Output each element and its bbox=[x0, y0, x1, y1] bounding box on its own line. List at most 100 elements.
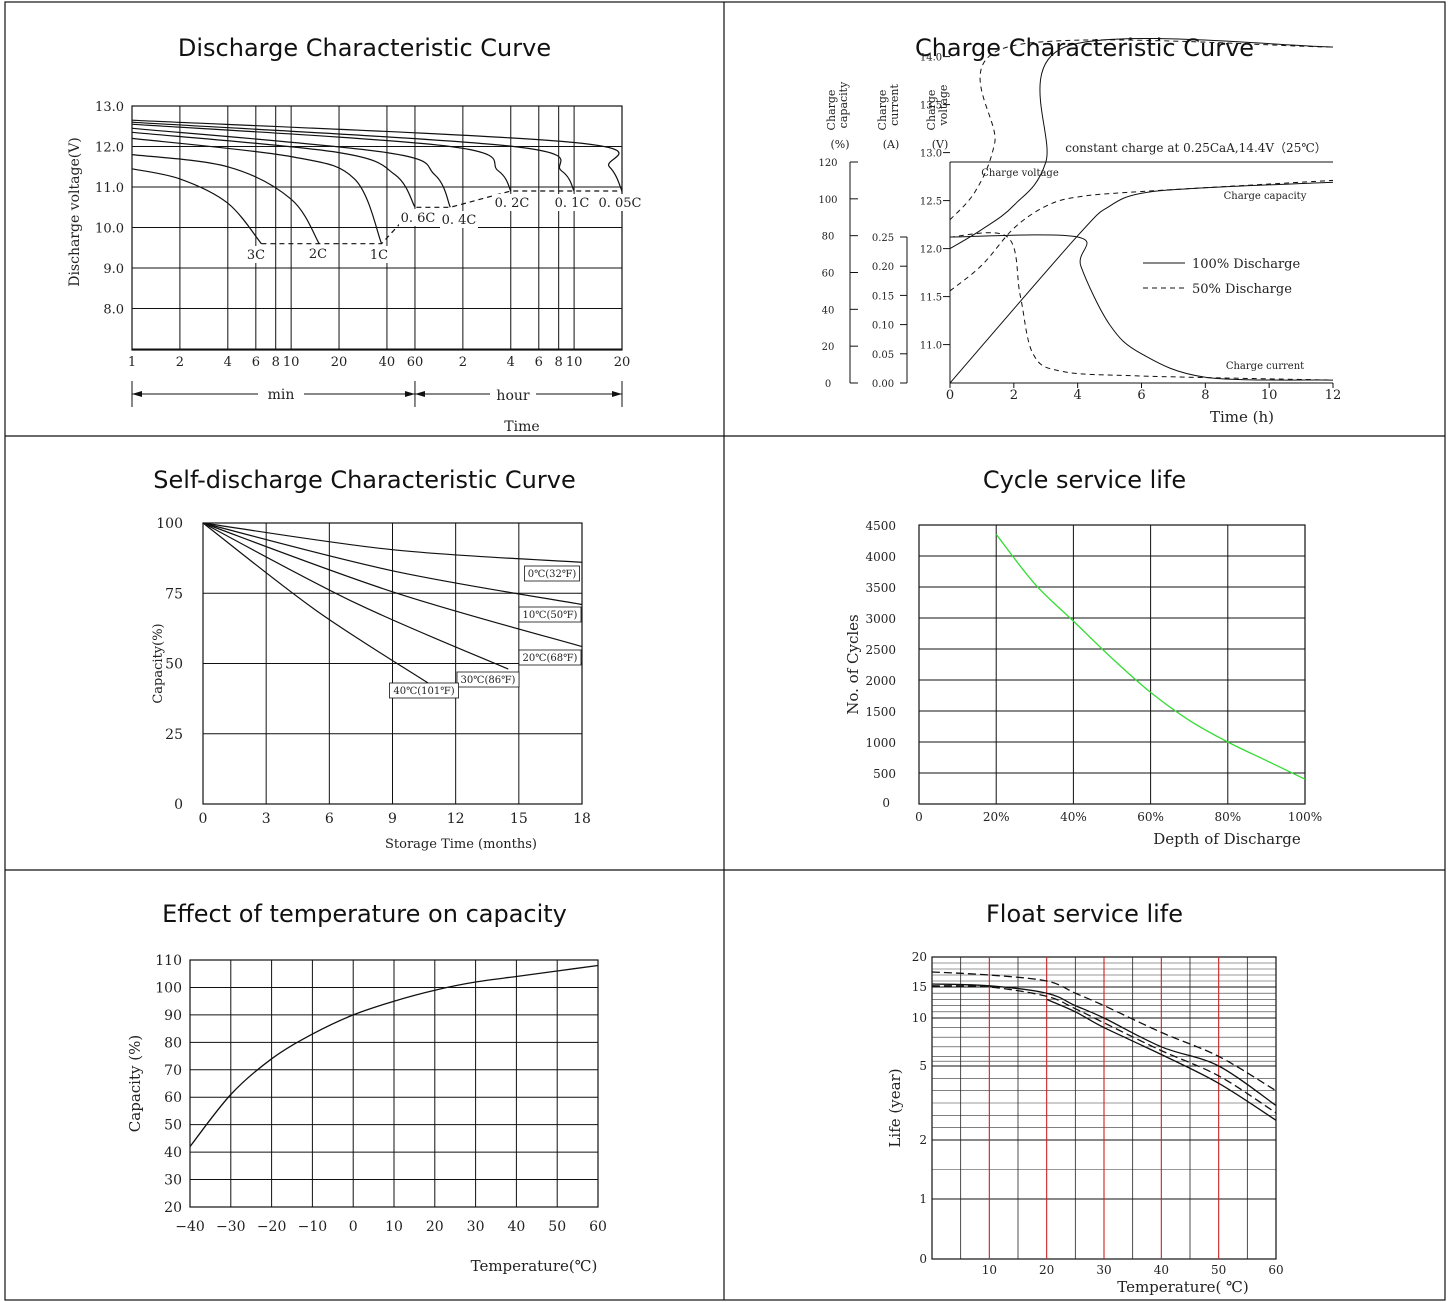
discharge-x-tick: 20 bbox=[614, 355, 631, 370]
discharge-curve-2C bbox=[131, 154, 320, 245]
self-x-tick: 3 bbox=[262, 811, 271, 827]
self-discharge-title: Self-discharge Characteristic Curve bbox=[153, 466, 576, 494]
discharge-y-tick: 11.0 bbox=[95, 181, 124, 196]
temp-y-tick: 30 bbox=[164, 1173, 182, 1189]
self-series-label: 0℃(32℉) bbox=[528, 569, 577, 580]
discharge-x-axis-label: Time bbox=[504, 419, 539, 435]
self-label-box bbox=[389, 682, 459, 699]
self-x-tick: 6 bbox=[325, 811, 334, 827]
discharge-series-label-0_05C: 0. 05C bbox=[598, 196, 641, 211]
temp-y-tick: 100 bbox=[155, 980, 182, 996]
voltage-tick: 13.0 bbox=[920, 149, 942, 160]
self-series-label: 10℃(50℉) bbox=[523, 610, 578, 621]
self-x-tick: 12 bbox=[447, 811, 465, 827]
charge-x-axis-label: Time (h) bbox=[1210, 408, 1274, 426]
discharge-series-label-3C: 3C bbox=[247, 248, 265, 263]
capacity-tick: 0 bbox=[825, 379, 831, 390]
self-series-label: 20℃(68℉) bbox=[523, 653, 578, 664]
cycle-x-tick: 60% bbox=[1137, 810, 1164, 824]
self-y-tick: 75 bbox=[165, 586, 183, 602]
charge-annotation: constant charge at 0.25CaA,14.4V（25℃） bbox=[1065, 141, 1327, 155]
temp-y-tick: 90 bbox=[164, 1008, 182, 1024]
float-y-axis-label: Life (year) bbox=[886, 1068, 904, 1147]
float-series-line bbox=[931, 971, 1277, 1092]
discharge-series-label-0_2C: 0. 2C bbox=[495, 196, 530, 211]
range-arrow bbox=[132, 391, 142, 397]
charge-axis-header: capacity bbox=[837, 81, 850, 128]
temp-x-tick: −20 bbox=[257, 1219, 287, 1235]
charge-x-tick: 10 bbox=[1261, 388, 1278, 403]
legend-50-label: 50% Discharge bbox=[1192, 282, 1292, 297]
cycle-y-tick: 1000 bbox=[865, 736, 896, 750]
float-x-tick: 50 bbox=[1211, 1263, 1226, 1277]
discharge-x-tick: 60 bbox=[407, 355, 424, 370]
temp-x-tick: 10 bbox=[385, 1219, 403, 1235]
temp-y-tick: 40 bbox=[164, 1145, 182, 1161]
charge-axis-unit: (V) bbox=[932, 138, 949, 151]
label-bg bbox=[440, 211, 478, 228]
float-x-axis-label: Temperature( ℃) bbox=[1117, 1278, 1249, 1296]
self-y-tick: 25 bbox=[165, 727, 183, 743]
charge-axis-unit: (%) bbox=[830, 138, 849, 151]
charge-voltage-label: Charge voltage bbox=[981, 168, 1059, 179]
discharge-y-tick: 8.0 bbox=[103, 303, 124, 318]
self-label-box bbox=[524, 565, 580, 582]
discharge-x-tick: 10 bbox=[566, 355, 583, 370]
cycle-series-line bbox=[995, 533, 1306, 780]
self-x-tick: 15 bbox=[510, 811, 528, 827]
charge-x-tick: 4 bbox=[1074, 388, 1082, 403]
float-series-line bbox=[931, 985, 1277, 1114]
cycle-y-axis-label: No. of Cycles bbox=[844, 614, 862, 715]
temp-x-tick: 50 bbox=[548, 1219, 566, 1235]
self-y-tick: 50 bbox=[165, 657, 183, 673]
self-x-axis-label: Storage Time (months) bbox=[385, 837, 537, 852]
current-tick: 0.10 bbox=[872, 321, 894, 332]
range-arrow bbox=[612, 391, 622, 397]
discharge-x-tick: 6 bbox=[252, 355, 260, 370]
charge-series-line bbox=[949, 39, 1334, 221]
current-tick: 0.15 bbox=[872, 291, 894, 302]
discharge-x-tick: 4 bbox=[507, 355, 515, 370]
temp-y-tick: 60 bbox=[164, 1090, 182, 1106]
discharge-series-label-0_6C: 0. 6C bbox=[401, 211, 436, 226]
self-series-line bbox=[202, 522, 509, 670]
discharge-curve-3C bbox=[131, 168, 262, 245]
discharge-y-tick: 10.0 bbox=[95, 222, 124, 237]
cycle-y-tick: 2000 bbox=[865, 674, 896, 688]
self-series-line bbox=[202, 522, 429, 684]
self-label-box bbox=[518, 649, 582, 666]
float-y-tick: 15 bbox=[912, 980, 927, 994]
voltage-tick: 11.5 bbox=[920, 293, 942, 304]
temp-x-tick: −40 bbox=[175, 1219, 205, 1235]
voltage-tick: 13.5 bbox=[920, 101, 942, 112]
charge-current-label: Charge current bbox=[1226, 361, 1304, 372]
cycle-x-axis-label: Depth of Discharge bbox=[1153, 830, 1301, 848]
charge-x-tick: 0 bbox=[946, 388, 954, 403]
discharge-y-tick: 9.0 bbox=[103, 262, 124, 277]
discharge-x-tick: 8 bbox=[272, 355, 280, 370]
range-arrow bbox=[404, 391, 415, 397]
current-tick: 0.00 bbox=[872, 379, 894, 390]
charge-x-tick: 12 bbox=[1325, 388, 1342, 403]
cycle-y-tick: 3500 bbox=[865, 581, 896, 595]
temp-y-axis-label: Capacity (%) bbox=[126, 1035, 144, 1132]
label-bg bbox=[258, 385, 304, 403]
range-arrow bbox=[414, 391, 425, 397]
cycle-y-tick: 500 bbox=[873, 767, 896, 781]
cycle-y-tick: 1500 bbox=[865, 705, 896, 719]
cycle-x-tick: 40% bbox=[1060, 810, 1087, 824]
temperature-capacity-title: Effect of temperature on capacity bbox=[162, 900, 567, 928]
discharge-y-tick: 13.0 bbox=[95, 100, 124, 115]
float-y-tick: 0 bbox=[919, 1252, 927, 1266]
label-bg bbox=[237, 246, 275, 263]
discharge-curve-0_4C bbox=[131, 127, 451, 208]
temp-x-tick: −10 bbox=[298, 1219, 328, 1235]
charge-series-line bbox=[949, 179, 1334, 292]
cycle-life-title: Cycle service life bbox=[982, 466, 1187, 494]
self-y-tick: 0 bbox=[174, 797, 183, 813]
discharge-x-tick: 1 bbox=[128, 355, 136, 370]
self-y-tick: 100 bbox=[156, 516, 183, 532]
